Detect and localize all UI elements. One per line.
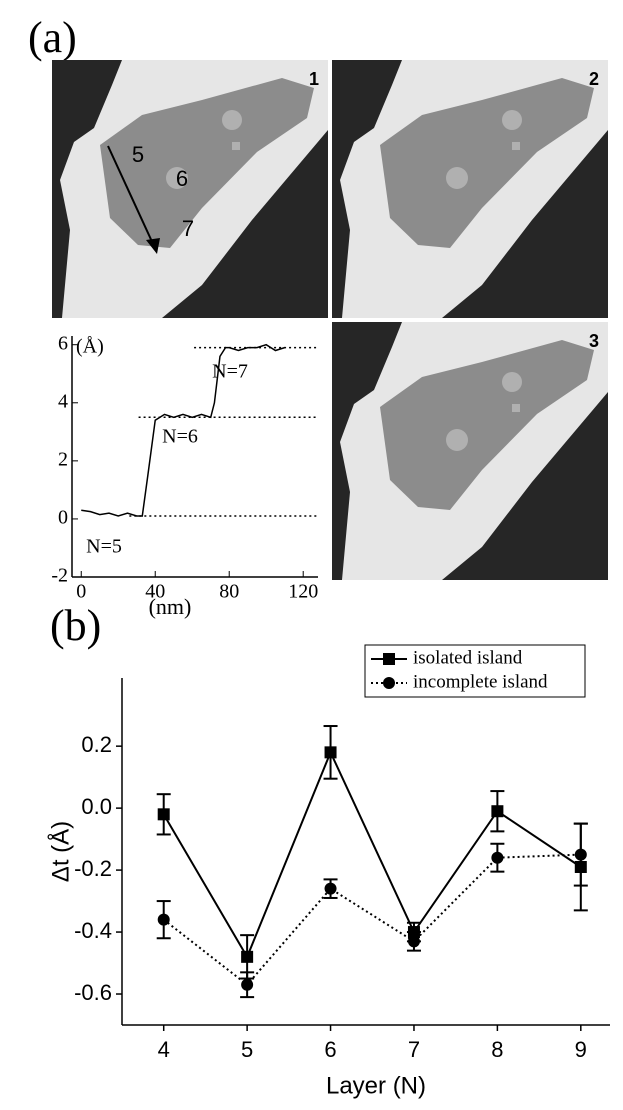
y-tick-label: -2 — [51, 565, 68, 587]
x-tick-label: 80 — [219, 581, 239, 603]
y-tick-label: 0.0 — [81, 794, 112, 819]
legend-label: isolated island — [413, 647, 523, 668]
panel-label: (b) — [50, 601, 101, 650]
y-tick-label: -0.2 — [74, 856, 112, 881]
stm-image: 2 — [332, 60, 608, 318]
x-axis-label: (nm) — [149, 594, 192, 619]
x-tick-label: 120 — [288, 581, 318, 603]
y-tick-label: -0.4 — [74, 918, 112, 943]
legend-box — [364, 644, 586, 698]
legend-marker — [383, 653, 395, 665]
marker — [491, 851, 504, 864]
x-tick-label: 5 — [241, 1037, 253, 1062]
marker — [324, 746, 337, 759]
image-annotation: 7 — [182, 216, 194, 241]
legend-marker — [383, 677, 395, 689]
legend-label: incomplete island — [413, 671, 548, 692]
y-tick-label: 4 — [58, 390, 68, 412]
x-tick-label: 7 — [408, 1037, 420, 1062]
annotation: N=6 — [162, 426, 198, 448]
marker — [157, 913, 170, 926]
x-tick-label: 6 — [324, 1037, 336, 1062]
stm-picture — [332, 322, 608, 580]
profile-chart: -2 0 2 4 6 0 40 80 120 (Å) (nm) N=5 N=6 N=7 — [51, 332, 318, 619]
stm-image: 3 — [332, 322, 608, 580]
panel-label: (a) — [28, 13, 77, 62]
marker — [324, 882, 337, 895]
x-axis-label: Layer (N) — [326, 1072, 426, 1099]
arrow-head — [146, 238, 160, 254]
annotation: N=5 — [86, 536, 122, 558]
marker — [491, 805, 504, 818]
y-axis-label: Δt (Å) — [46, 821, 74, 882]
y-tick-label: -0.6 — [74, 980, 112, 1005]
marker — [407, 935, 420, 948]
image-annotation: 6 — [176, 166, 188, 191]
marker — [157, 808, 170, 821]
marker — [241, 950, 254, 963]
legend: isolated island incomplete island — [364, 644, 586, 698]
y-tick-label: 6 — [58, 332, 68, 354]
image-label: 2 — [589, 69, 599, 89]
image-annotation: 5 — [132, 142, 144, 167]
arrow — [107, 145, 155, 247]
stm-picture — [332, 60, 608, 318]
x-tick-label: 40 — [145, 581, 165, 603]
marker — [574, 848, 587, 861]
y-tick-label: 0 — [58, 507, 68, 529]
x-tick-label: 4 — [158, 1037, 170, 1062]
x-tick-label: 8 — [491, 1037, 503, 1062]
y-axis-label: (Å) — [76, 336, 104, 358]
x-tick-label: 9 — [575, 1037, 587, 1062]
series-line — [162, 749, 582, 960]
x-tick-label: 0 — [76, 581, 86, 603]
layer-chart: -0.6 -0.4 -0.2 0.0 0.2 4 5 6 7 8 9 Δt (Å) Layer (N) — [46, 678, 610, 1099]
y-tick-label: 0.2 — [81, 732, 112, 757]
image-label: 1 — [309, 69, 319, 89]
marker — [241, 978, 254, 991]
annotation: N=7 — [212, 361, 248, 383]
stm-image: 1 5 6 7 — [52, 60, 328, 318]
profile-line — [81, 343, 285, 517]
image-label: 3 — [589, 331, 599, 351]
y-tick-label: 2 — [58, 448, 68, 470]
stm-picture — [52, 60, 328, 318]
